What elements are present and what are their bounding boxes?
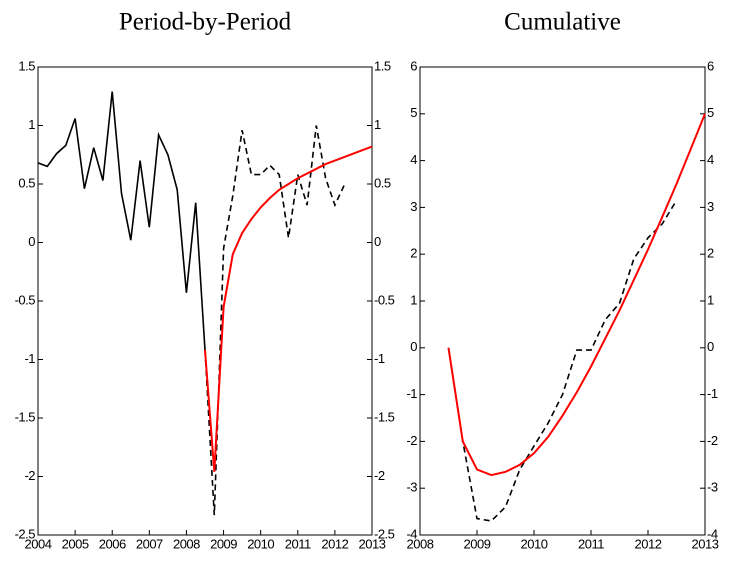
y-tick-label: -0.5	[15, 292, 36, 307]
y-tick-label: 3	[707, 199, 714, 214]
y-tick-label: 4	[410, 152, 417, 167]
y-tick-label: 5	[410, 105, 417, 120]
y-tick-label: -3	[406, 480, 417, 495]
x-tick-label: 2013	[692, 536, 719, 551]
y-tick-label: 1	[28, 117, 35, 132]
y-tick-label: 0	[374, 234, 381, 249]
x-tick-label: 2009	[210, 536, 237, 551]
x-tick-label: 2010	[521, 536, 548, 551]
y-tick-label: -1	[707, 386, 718, 401]
x-tick-label: 2010	[247, 536, 274, 551]
y-tick-label: 0	[28, 234, 35, 249]
y-tick-label: 0.5	[374, 175, 391, 190]
y-tick-label: 2	[410, 246, 417, 261]
y-tick-label: 5	[707, 105, 714, 120]
plot-frame	[419, 66, 706, 536]
y-tick-label: 6	[707, 58, 714, 73]
y-tick-label: -2	[406, 433, 417, 448]
y-tick-label: -1.5	[374, 409, 395, 424]
series-line	[447, 113, 706, 477]
plot-frame	[37, 66, 373, 536]
y-tick-label: -2.5	[15, 526, 36, 541]
y-tick-label: 6	[410, 58, 417, 73]
chart-title: Cumulative	[504, 9, 621, 36]
y-tick-label: 1.5	[374, 58, 391, 73]
x-tick-label: 2004	[25, 536, 52, 551]
y-tick-label: -2	[707, 433, 718, 448]
chart-title: Period-by-Period	[119, 9, 292, 36]
x-tick-label: 2006	[99, 536, 126, 551]
y-tick-label: -1	[374, 351, 385, 366]
y-tick-label: 1.5	[18, 58, 35, 73]
x-tick-label: 2005	[62, 536, 89, 551]
series-line	[204, 125, 345, 516]
x-tick-label: 2013	[359, 536, 386, 551]
y-tick-label: 1	[707, 292, 714, 307]
x-tick-label: 2007	[136, 536, 163, 551]
series-line	[37, 91, 206, 351]
x-tick-label: 2008	[173, 536, 200, 551]
x-tick-label: 2012	[321, 536, 348, 551]
y-tick-label: -1.5	[15, 409, 36, 424]
y-tick-label: -3	[707, 480, 718, 495]
y-tick-label: 1	[410, 292, 417, 307]
y-tick-label: -2	[24, 468, 35, 483]
y-tick-label: -2.5	[374, 526, 395, 541]
y-tick-label: -1	[406, 386, 417, 401]
y-tick-label: -4	[707, 526, 718, 541]
y-tick-label: 2	[707, 246, 714, 261]
x-tick-label: 2012	[635, 536, 662, 551]
y-tick-label: 1	[374, 117, 381, 132]
y-tick-label: 4	[707, 152, 714, 167]
y-tick-label: 0.5	[18, 175, 35, 190]
x-tick-label: 2011	[578, 536, 604, 551]
y-tick-label: -2	[374, 468, 385, 483]
y-tick-label: 0	[410, 339, 417, 354]
x-tick-label: 2009	[464, 536, 491, 551]
y-tick-label: 0	[707, 339, 714, 354]
y-tick-label: -4	[406, 526, 417, 541]
x-tick-label: 2008	[407, 536, 434, 551]
series-line	[447, 199, 678, 522]
y-tick-label: -0.5	[374, 292, 395, 307]
x-tick-label: 2011	[285, 536, 311, 551]
y-tick-label: 3	[410, 199, 417, 214]
y-tick-label: -1	[24, 351, 35, 366]
series-line	[204, 145, 373, 472]
